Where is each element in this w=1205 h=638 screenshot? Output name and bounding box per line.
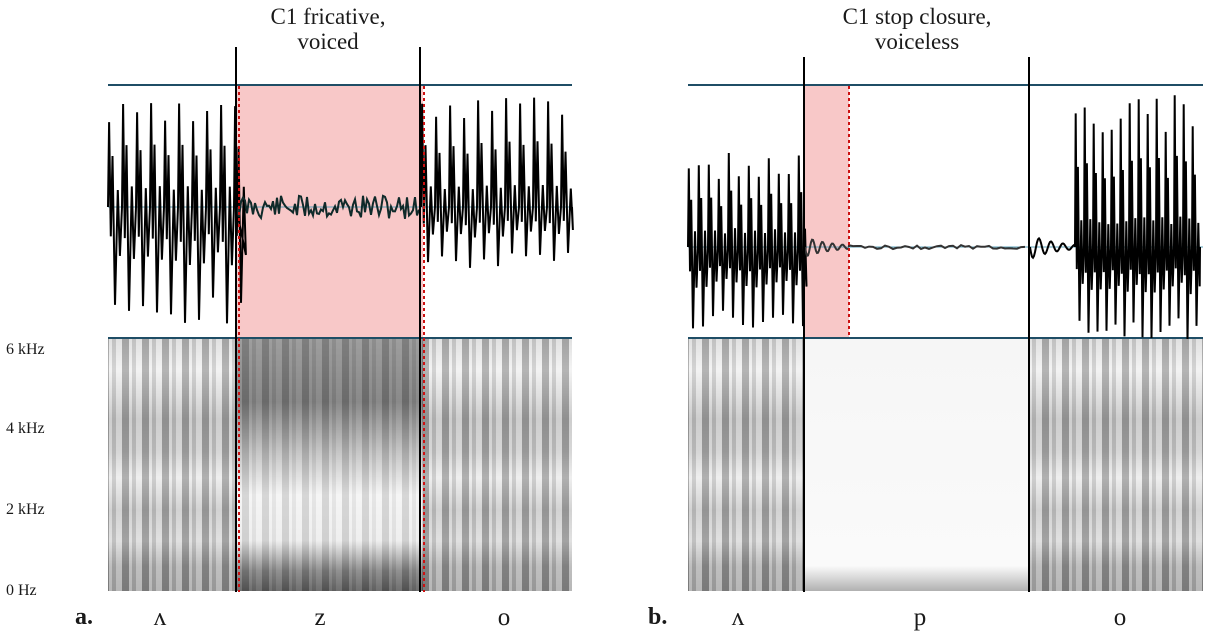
segment-b-2: p xyxy=(913,604,927,631)
freq-label-0hz: 0 Hz xyxy=(6,582,37,599)
spectrogram-a xyxy=(108,339,572,591)
highlight-region-b xyxy=(805,86,849,337)
waveform-vowel-left-b xyxy=(687,152,808,329)
freq-label-4khz: 4 kHz xyxy=(6,420,45,437)
panel-b xyxy=(687,57,1203,592)
caption-a: C1 fricative, voiced xyxy=(228,4,428,54)
segment-b-3: o xyxy=(1113,604,1127,631)
waveform-vowel-right-b xyxy=(1029,95,1201,342)
waveform-fricative-a xyxy=(236,194,420,221)
waveform-vowel-right-a xyxy=(420,97,574,268)
waveform-closure-b xyxy=(804,238,1026,258)
waveform-vowel-left-a xyxy=(107,103,247,324)
caption-a-line2: voiced xyxy=(297,29,359,54)
freq-label-2khz: 2 kHz xyxy=(6,501,45,518)
caption-b: C1 stop closure, voiceless xyxy=(804,4,1030,54)
caption-b-line2: voiceless xyxy=(874,29,960,54)
segment-a-2: z xyxy=(314,604,326,631)
caption-b-line1: C1 stop closure, xyxy=(842,4,992,29)
segment-a-1: ʌ xyxy=(153,604,167,631)
panel-letter-b: b. xyxy=(648,604,668,630)
segment-a-3: o xyxy=(497,604,511,631)
caption-a-line1: C1 fricative, xyxy=(270,4,386,29)
segment-b-1: ʌ xyxy=(731,604,745,631)
panel-letter-a: a. xyxy=(75,604,93,630)
spectrogram-b xyxy=(688,339,1203,591)
panel-a xyxy=(107,47,574,592)
freq-label-6khz: 6 kHz xyxy=(6,341,45,358)
